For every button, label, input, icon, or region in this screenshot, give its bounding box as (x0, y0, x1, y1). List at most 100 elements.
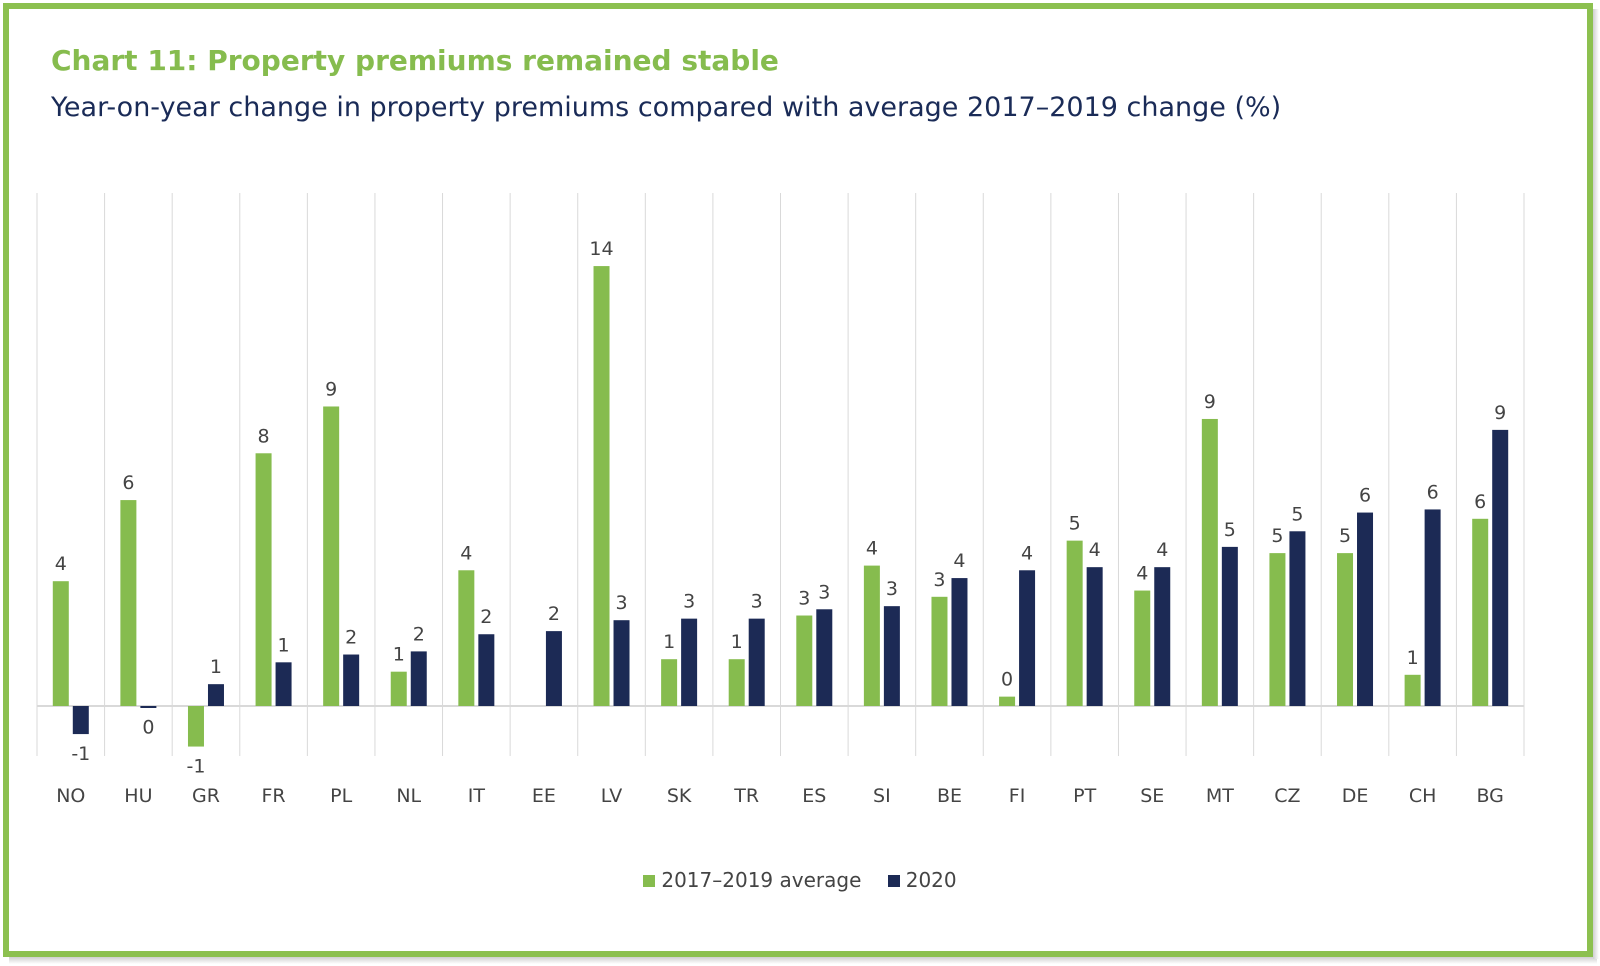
data-label-2020-be: 4 (953, 550, 965, 572)
bar-2020-pt (1086, 567, 1103, 706)
chart-legend: 2017–2019 average 2020 (0, 868, 1600, 892)
bar-average-pt (1066, 540, 1083, 706)
category-label-gr: GR (192, 785, 220, 807)
bar-average-fi (999, 696, 1016, 706)
bar-average-cz (1269, 553, 1286, 706)
bar-average-si (863, 565, 880, 706)
category-label-no: NO (56, 785, 85, 807)
category-label-fi: FI (1009, 785, 1026, 807)
data-label-2020-it: 2 (480, 606, 492, 628)
category-label-fr: FR (261, 785, 285, 807)
data-label-average-no: 4 (55, 553, 67, 575)
bar-average-gr (187, 706, 204, 747)
data-label-average-mt: 9 (1204, 391, 1216, 413)
bar-2020-hu (140, 706, 157, 708)
data-label-average-tr: 1 (731, 631, 743, 653)
data-label-average-it: 4 (460, 542, 472, 564)
data-label-average-pl: 9 (325, 378, 337, 400)
data-label-2020-gr: 1 (210, 656, 222, 678)
bar-2020-pl (343, 654, 360, 706)
data-label-2020-si: 3 (886, 578, 898, 600)
category-label-nl: NL (396, 785, 421, 807)
data-label-2020-pl: 2 (345, 627, 357, 649)
data-label-average-de: 5 (1339, 525, 1351, 547)
data-label-2020-lv: 3 (615, 592, 627, 614)
data-label-average-es: 3 (798, 588, 810, 610)
bar-average-hu (120, 500, 137, 706)
bar-2020-cz (1289, 531, 1306, 706)
bar-2020-bg (1492, 429, 1509, 706)
data-label-2020-no: -1 (71, 743, 90, 765)
bar-2020-se (1154, 567, 1171, 706)
category-label-pl: PL (330, 785, 352, 807)
category-label-ee: EE (532, 785, 556, 807)
bar-average-es (796, 615, 813, 706)
data-label-2020-sk: 3 (683, 591, 695, 613)
category-label-cz: CZ (1274, 785, 1300, 807)
category-label-bg: BG (1476, 785, 1503, 807)
data-label-average-bg: 6 (1474, 491, 1486, 513)
chart-subtitle: Year-on-year change in property premiums… (51, 92, 1282, 123)
bar-2020-no (72, 706, 89, 735)
data-label-average-fi: 0 (1001, 669, 1013, 691)
bar-2020-sk (681, 618, 698, 706)
bar-2020-fr (275, 662, 292, 706)
bar-2020-de (1357, 512, 1374, 706)
data-label-2020-hu: 0 (142, 717, 154, 739)
category-label-es: ES (802, 785, 826, 807)
data-label-average-nl: 1 (393, 644, 405, 666)
bar-2020-fi (1019, 570, 1036, 706)
category-label-de: DE (1342, 785, 1369, 807)
category-label-si: SI (873, 785, 891, 807)
category-label-sk: SK (667, 785, 692, 807)
bar-average-nl (390, 671, 407, 706)
bar-2020-lv (613, 620, 630, 706)
bar-average-bg (1472, 518, 1489, 706)
chart-title: Chart 11: Property premiums remained sta… (51, 44, 779, 77)
data-label-2020-ee: 2 (548, 603, 560, 625)
category-label-tr: TR (733, 785, 759, 807)
data-label-average-hu: 6 (122, 472, 134, 494)
data-label-average-lv: 14 (589, 238, 613, 260)
legend-label-2020: 2020 (905, 868, 957, 892)
category-label-hu: HU (124, 785, 152, 807)
bar-2020-ee (545, 631, 562, 706)
legend-label-average: 2017–2019 average (661, 868, 862, 892)
data-label-average-si: 4 (866, 538, 878, 560)
data-label-2020-cz: 5 (1291, 503, 1303, 525)
bar-average-fr (255, 453, 272, 706)
bar-average-de (1337, 553, 1354, 706)
bar-average-ch (1404, 674, 1421, 706)
bar-2020-si (883, 606, 900, 706)
data-label-2020-mt: 5 (1224, 519, 1236, 541)
category-label-ch: CH (1409, 785, 1437, 807)
data-label-2020-tr: 3 (751, 591, 763, 613)
bar-average-se (1134, 590, 1151, 706)
legend-item-average: 2017–2019 average (643, 868, 861, 892)
data-label-average-se: 4 (1136, 563, 1148, 585)
bar-average-pl (323, 406, 340, 706)
data-label-2020-fi: 4 (1021, 542, 1033, 564)
bar-2020-it (478, 634, 495, 706)
bar-2020-nl (410, 651, 427, 706)
legend-swatch-average (643, 875, 656, 887)
data-label-average-fr: 8 (258, 425, 270, 447)
frame-shadow-bottom (9, 957, 1597, 964)
data-label-average-pt: 5 (1069, 513, 1081, 535)
data-label-2020-ch: 6 (1427, 481, 1439, 503)
data-label-2020-bg: 9 (1494, 402, 1506, 424)
category-label-se: SE (1140, 785, 1164, 807)
data-label-average-gr: -1 (187, 756, 206, 778)
bar-average-be (931, 596, 948, 706)
bar-2020-ch (1424, 509, 1441, 706)
data-label-2020-fr: 1 (278, 634, 290, 656)
bar-average-sk (661, 659, 678, 706)
data-label-2020-se: 4 (1156, 539, 1168, 561)
data-label-average-ch: 1 (1407, 647, 1419, 669)
legend-item-2020: 2020 (887, 868, 957, 892)
bar-2020-mt (1221, 546, 1238, 706)
data-label-average-cz: 5 (1271, 525, 1283, 547)
data-label-2020-es: 3 (818, 581, 830, 603)
bar-average-lv (593, 266, 610, 706)
